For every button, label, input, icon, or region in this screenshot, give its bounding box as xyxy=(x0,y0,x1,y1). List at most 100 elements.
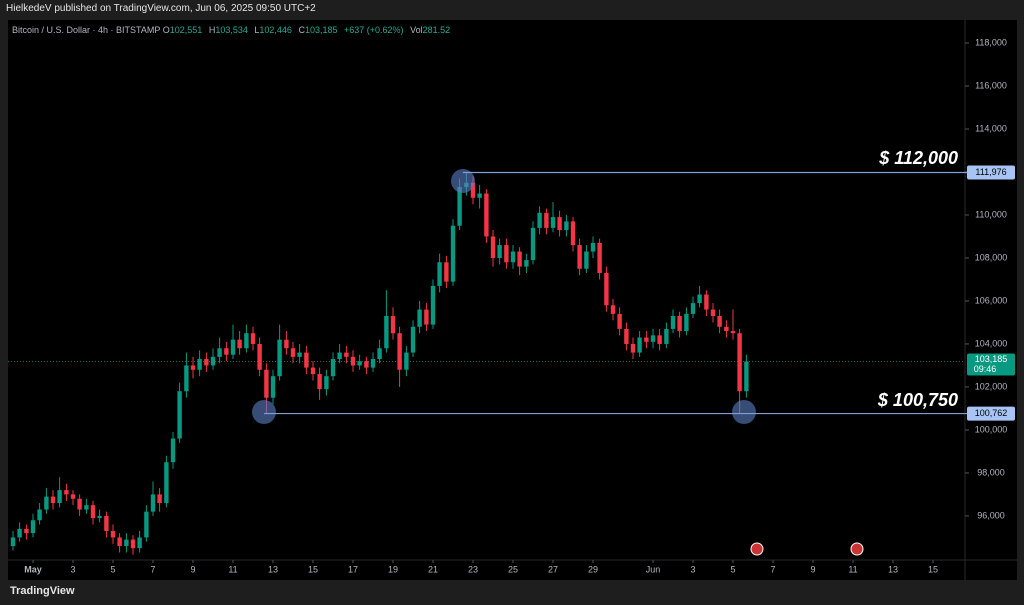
candle-body xyxy=(230,339,236,355)
x-tick-label: 23 xyxy=(468,564,478,574)
y-tick-label: 104,000 xyxy=(975,338,1008,348)
candle-body xyxy=(197,359,202,370)
candle-body xyxy=(677,316,682,332)
y-tick-label: 114,000 xyxy=(975,123,1007,133)
candle-body xyxy=(350,356,356,366)
candle-body xyxy=(124,539,129,547)
candle-body xyxy=(717,316,722,327)
y-tick-label: 116,000 xyxy=(975,80,1007,90)
candle-body xyxy=(644,337,649,342)
y-tick-label: 102,000 xyxy=(975,381,1008,391)
candle-body xyxy=(424,309,429,325)
candle-body xyxy=(444,262,449,282)
highlight-circle xyxy=(252,400,276,424)
candle-body xyxy=(550,217,556,228)
x-tick-label: 11 xyxy=(848,564,857,574)
candle-body xyxy=(430,285,436,325)
candle-body xyxy=(597,242,602,274)
level-label: 100,762 xyxy=(975,408,1008,418)
x-axis: May 3 5 7 9 11 13 15 17 19 21 23 25 27 29 Jun 3 5 7 9 11 13 15… xyxy=(24,560,938,574)
candle-body xyxy=(490,236,496,258)
volume-label: Vol xyxy=(410,25,423,35)
event-icon[interactable] xyxy=(850,542,864,556)
change: +637 (+0.62%) xyxy=(344,25,404,35)
candle-body xyxy=(697,294,702,304)
candle-body xyxy=(684,313,689,332)
x-tick-label: 15 xyxy=(928,564,938,574)
y-tick-label: 118,000 xyxy=(975,37,1007,47)
candle-body xyxy=(410,326,416,353)
candle-body xyxy=(504,245,509,263)
candle-body xyxy=(150,494,156,512)
candle-body xyxy=(310,367,316,375)
ohlc-label: H xyxy=(208,25,216,35)
x-tick-label: 15 xyxy=(308,564,318,574)
candle-body xyxy=(30,520,36,534)
candle-body xyxy=(90,505,96,519)
candle-body xyxy=(570,221,576,246)
x-tick-label: 7 xyxy=(150,564,155,574)
ohlc-value: 102,446 xyxy=(259,25,292,35)
candle-body xyxy=(370,359,376,368)
y-tick-label: 100,000 xyxy=(975,424,1008,434)
candle-body xyxy=(110,530,116,538)
candle-body xyxy=(364,361,369,368)
countdown: 09:46 xyxy=(974,364,997,374)
event-icon[interactable] xyxy=(750,542,764,556)
candle-body xyxy=(557,217,562,231)
level-tag xyxy=(967,165,1015,180)
candle-body xyxy=(484,193,489,237)
candle-body xyxy=(290,348,296,357)
x-tick-label: 11 xyxy=(228,564,237,574)
x-tick-label: 29 xyxy=(588,564,598,574)
candle-body xyxy=(304,352,309,368)
candle-body xyxy=(650,335,656,342)
symbol-legend: Bitcoin / U.S. Dollar · 4h · BITSTAMP O 1… xyxy=(12,25,454,35)
candle-body xyxy=(530,227,536,261)
candle-body xyxy=(130,539,136,549)
candle-body xyxy=(164,462,169,504)
x-tick-label: 9 xyxy=(810,564,815,574)
candle-body xyxy=(24,528,29,534)
candle-body xyxy=(630,343,636,353)
candle-body xyxy=(657,335,662,344)
ohlc-label: C xyxy=(298,25,305,35)
brand: TradingView xyxy=(10,585,75,597)
candle-body xyxy=(44,496,49,510)
candle-body xyxy=(670,316,676,329)
x-tick-label: 5 xyxy=(730,564,735,574)
annotation: $ 112,000 xyxy=(878,148,958,168)
ohlc-value: 103,185 xyxy=(304,25,338,35)
candle-body xyxy=(604,273,609,306)
candle-body xyxy=(37,509,42,521)
candle-body xyxy=(704,294,709,310)
candle-body xyxy=(137,537,142,549)
candle-body xyxy=(524,260,529,267)
candle-body xyxy=(584,251,589,269)
candle-body xyxy=(237,339,242,349)
x-tick-label: 7 xyxy=(770,564,775,574)
candle-body xyxy=(97,515,102,519)
candle-body xyxy=(50,496,56,504)
ohlc-value: 103,534 xyxy=(215,25,248,35)
candle-body xyxy=(397,333,402,370)
x-tick-label: 27 xyxy=(548,564,558,574)
candle-body xyxy=(737,333,742,392)
candle-body xyxy=(497,245,502,258)
candle-body xyxy=(377,348,382,360)
candle-body xyxy=(244,333,249,349)
candle-body xyxy=(117,537,122,547)
candle-body xyxy=(384,316,389,349)
candle-body xyxy=(457,187,462,226)
ohlc-label: O xyxy=(162,25,170,35)
candle-body xyxy=(510,251,516,263)
candle-body xyxy=(210,356,216,366)
symbol: Bitcoin / U.S. Dollar · 4h · BITSTAMP xyxy=(12,25,161,35)
candle-body xyxy=(317,374,322,390)
candle-body xyxy=(477,193,482,198)
publish-info: HielkedeV published on TradingView.com, … xyxy=(6,3,316,14)
candle-body xyxy=(177,391,182,439)
candle-body xyxy=(190,365,196,370)
candle-body xyxy=(104,515,109,531)
